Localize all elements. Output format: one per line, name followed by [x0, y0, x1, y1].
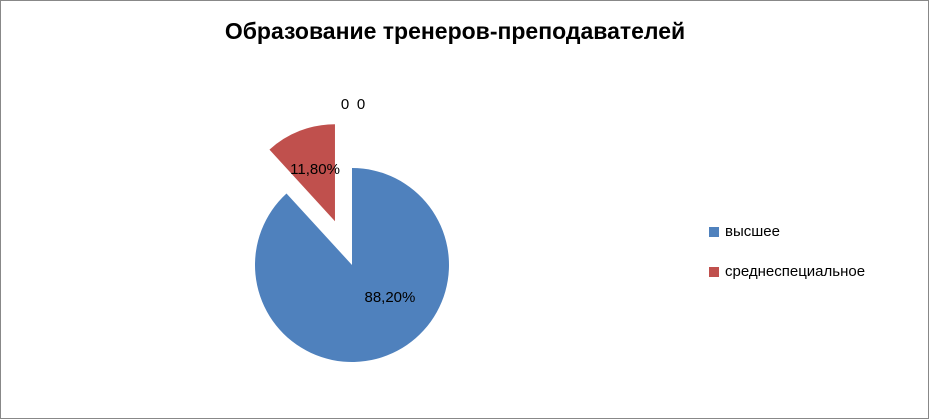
pie-slice: [254, 168, 449, 362]
legend-label: среднеспециальное: [725, 263, 865, 280]
legend-swatch: [709, 227, 719, 237]
pie-slice: [269, 124, 335, 222]
data-label: 0: [341, 96, 349, 113]
data-label: 88,20%: [364, 289, 415, 306]
legend-label: высшее: [725, 223, 780, 240]
chart-title: Образование тренеров-преподавателей: [225, 18, 685, 44]
data-label: 11,80%: [290, 161, 340, 178]
data-label: 0: [357, 96, 365, 113]
legend-swatch: [709, 267, 719, 277]
